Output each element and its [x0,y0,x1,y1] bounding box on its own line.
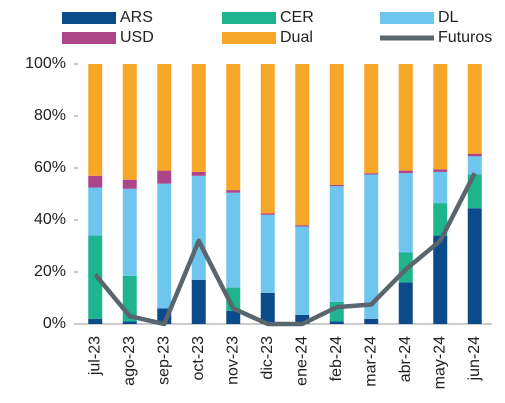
bar-segment [329,186,344,302]
x-tick-label: dic-23 [259,336,276,380]
bar-segment [122,188,137,276]
y-tick-label: 40% [34,211,66,228]
bar-segment [433,203,448,236]
bar-segment [398,282,413,324]
bar-segment [191,171,206,176]
bar-segment [398,64,413,171]
bar-segment [433,64,448,170]
y-tick-label: 0% [43,315,66,332]
y-tick-label: 60% [34,159,66,176]
bar-segment [467,153,482,157]
bar-segment [226,64,241,191]
x-tick-label: may-24 [431,336,448,389]
x-tick-label: abr-24 [397,336,414,382]
legend-swatch [222,12,276,24]
legend-swatch [380,12,434,24]
x-tick-label: ago-23 [121,336,138,386]
bar-segment [260,64,275,214]
bar-segment [260,214,275,293]
legend-label: CER [280,9,314,26]
bar-segment [191,175,206,280]
bar-segment [157,64,172,171]
bar-segment [88,175,103,188]
bar-segment [467,156,482,175]
x-tick-label: sep-23 [155,336,172,385]
x-tick-label: jul-23 [86,336,103,376]
x-tick-label: nov-23 [224,336,241,385]
y-tick-label: 100% [25,55,66,72]
y-tick-label: 20% [34,263,66,280]
x-tick-label: oct-23 [190,336,207,381]
x-tick-label: feb-24 [328,336,345,381]
bar-segment [467,208,482,324]
bar-segment [433,171,448,204]
bar-segment [364,318,379,324]
bar-segment [433,169,448,172]
bar-segment [226,190,241,193]
x-tick-label: ene-24 [293,336,310,386]
legend-label: DL [438,9,459,26]
bar-segment [260,213,275,215]
bar-segment [295,314,310,324]
line-series [93,172,477,327]
bar-segment [191,279,206,324]
bar-segment [88,187,103,236]
y-tick-label: 80% [34,107,66,124]
bar-segment [226,192,241,288]
bar-segment [295,226,310,315]
x-tick-label: mar-24 [362,336,379,387]
bar-segment [329,321,344,324]
bar-segment [157,183,172,309]
bar-segment [329,64,344,185]
bar-segment [157,170,172,184]
bar-segment [191,64,206,172]
bar-segment [226,311,241,324]
bar-segment [329,184,344,187]
legend-swatch [222,32,276,44]
bar-segment [398,170,413,174]
bar-segment [295,64,310,226]
legend-swatch [62,12,116,24]
x-tick-label: jun-24 [466,336,483,382]
bar-segment [398,173,413,253]
bar-segment [88,64,103,176]
legend-label: Dual [280,29,313,46]
legend-label: ARS [120,9,153,26]
bar-segment [122,64,137,180]
bar-segment [433,235,448,324]
bar-segment [122,321,137,324]
bar-segment [467,64,482,154]
bar-segment [122,179,137,189]
bar-segment [295,225,310,227]
bar-segment [364,173,379,175]
bar-segment [88,318,103,324]
bar-segment [364,64,379,174]
legend-swatch [62,32,116,44]
legend-label: USD [120,29,154,46]
bar-segment [364,174,379,319]
bar-segment [260,292,275,324]
legend-label: Futuros [438,29,492,46]
